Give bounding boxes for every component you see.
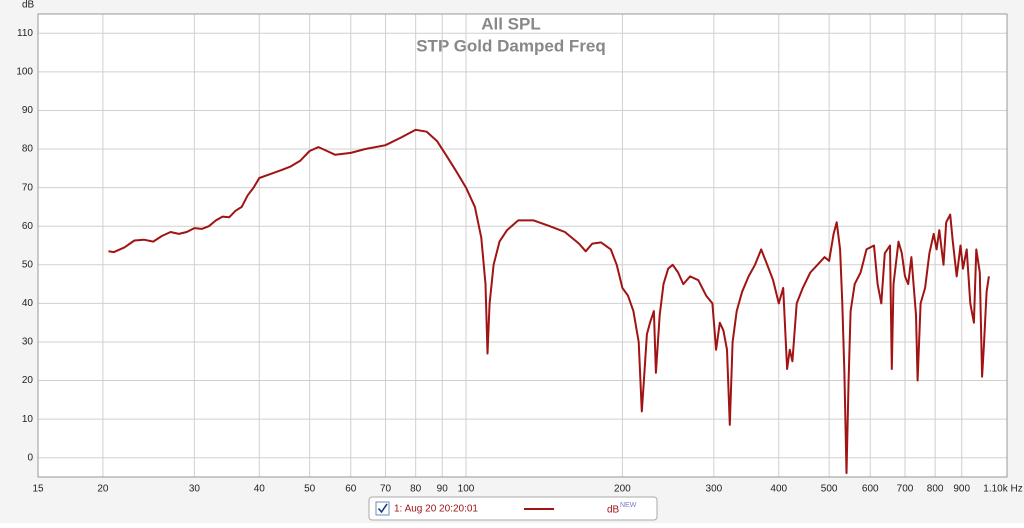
x-tick-label: 60 bbox=[345, 484, 357, 495]
x-tick-label: 700 bbox=[897, 484, 914, 495]
x-tick-label: 50 bbox=[304, 484, 316, 495]
x-tick-label: 70 bbox=[380, 484, 392, 495]
x-tick-label: 400 bbox=[770, 484, 787, 495]
plot-area bbox=[38, 14, 1007, 477]
y-tick-label: 80 bbox=[22, 144, 34, 155]
y-tick-label: 30 bbox=[22, 337, 34, 348]
legend-entry: 1: Aug 20 20:20:01 bbox=[394, 504, 478, 515]
grid bbox=[37, 14, 1008, 477]
y-tick-label: 70 bbox=[22, 182, 34, 193]
legend-checkbox[interactable] bbox=[375, 501, 390, 516]
x-tick-label: 900 bbox=[953, 484, 970, 495]
x-tick-label: 40 bbox=[254, 484, 266, 495]
data-line bbox=[108, 128, 990, 475]
y-axis-label: dB bbox=[22, 0, 35, 11]
x-tick-label: 300 bbox=[706, 484, 723, 495]
y-tick-label: 20 bbox=[22, 375, 34, 386]
x-tick-label: 90 bbox=[437, 484, 449, 495]
check-mark bbox=[377, 503, 388, 514]
x-tick-label: 600 bbox=[862, 484, 879, 495]
x-tick-label: 15 bbox=[32, 484, 44, 495]
x-tick-label: 200 bbox=[614, 484, 631, 495]
x-tick-label: 1.10k Hz bbox=[983, 484, 1022, 495]
x-tick-label: 80 bbox=[410, 484, 422, 495]
x-tick-label: 30 bbox=[189, 484, 201, 495]
y-tick-label: 60 bbox=[22, 221, 34, 232]
x-tick-label: 800 bbox=[927, 484, 944, 495]
legend-unit: dB bbox=[607, 505, 620, 516]
x-tick-label: 500 bbox=[821, 484, 838, 495]
y-tick-label: 40 bbox=[22, 298, 34, 309]
x-tick-label: 20 bbox=[97, 484, 109, 495]
chart-subtitle: STP Gold Damped Freq bbox=[416, 36, 606, 55]
plot-lines bbox=[108, 128, 990, 475]
y-tick-label: 10 bbox=[22, 414, 34, 425]
legend-box bbox=[368, 496, 658, 521]
y-tick-label: 90 bbox=[22, 105, 34, 116]
legend: 1: Aug 20 20:20:01 dB NEW bbox=[368, 496, 658, 521]
chart-title: All SPL bbox=[481, 14, 541, 33]
x-tick-label: 100 bbox=[458, 484, 475, 495]
y-tick-label: 50 bbox=[22, 259, 34, 270]
y-tick-label: 0 bbox=[27, 452, 33, 463]
legend-badge: NEW bbox=[620, 502, 637, 509]
y-tick-label: 100 bbox=[16, 67, 33, 78]
plot-border bbox=[37, 13, 1008, 478]
y-tick-label: 110 bbox=[17, 28, 33, 39]
